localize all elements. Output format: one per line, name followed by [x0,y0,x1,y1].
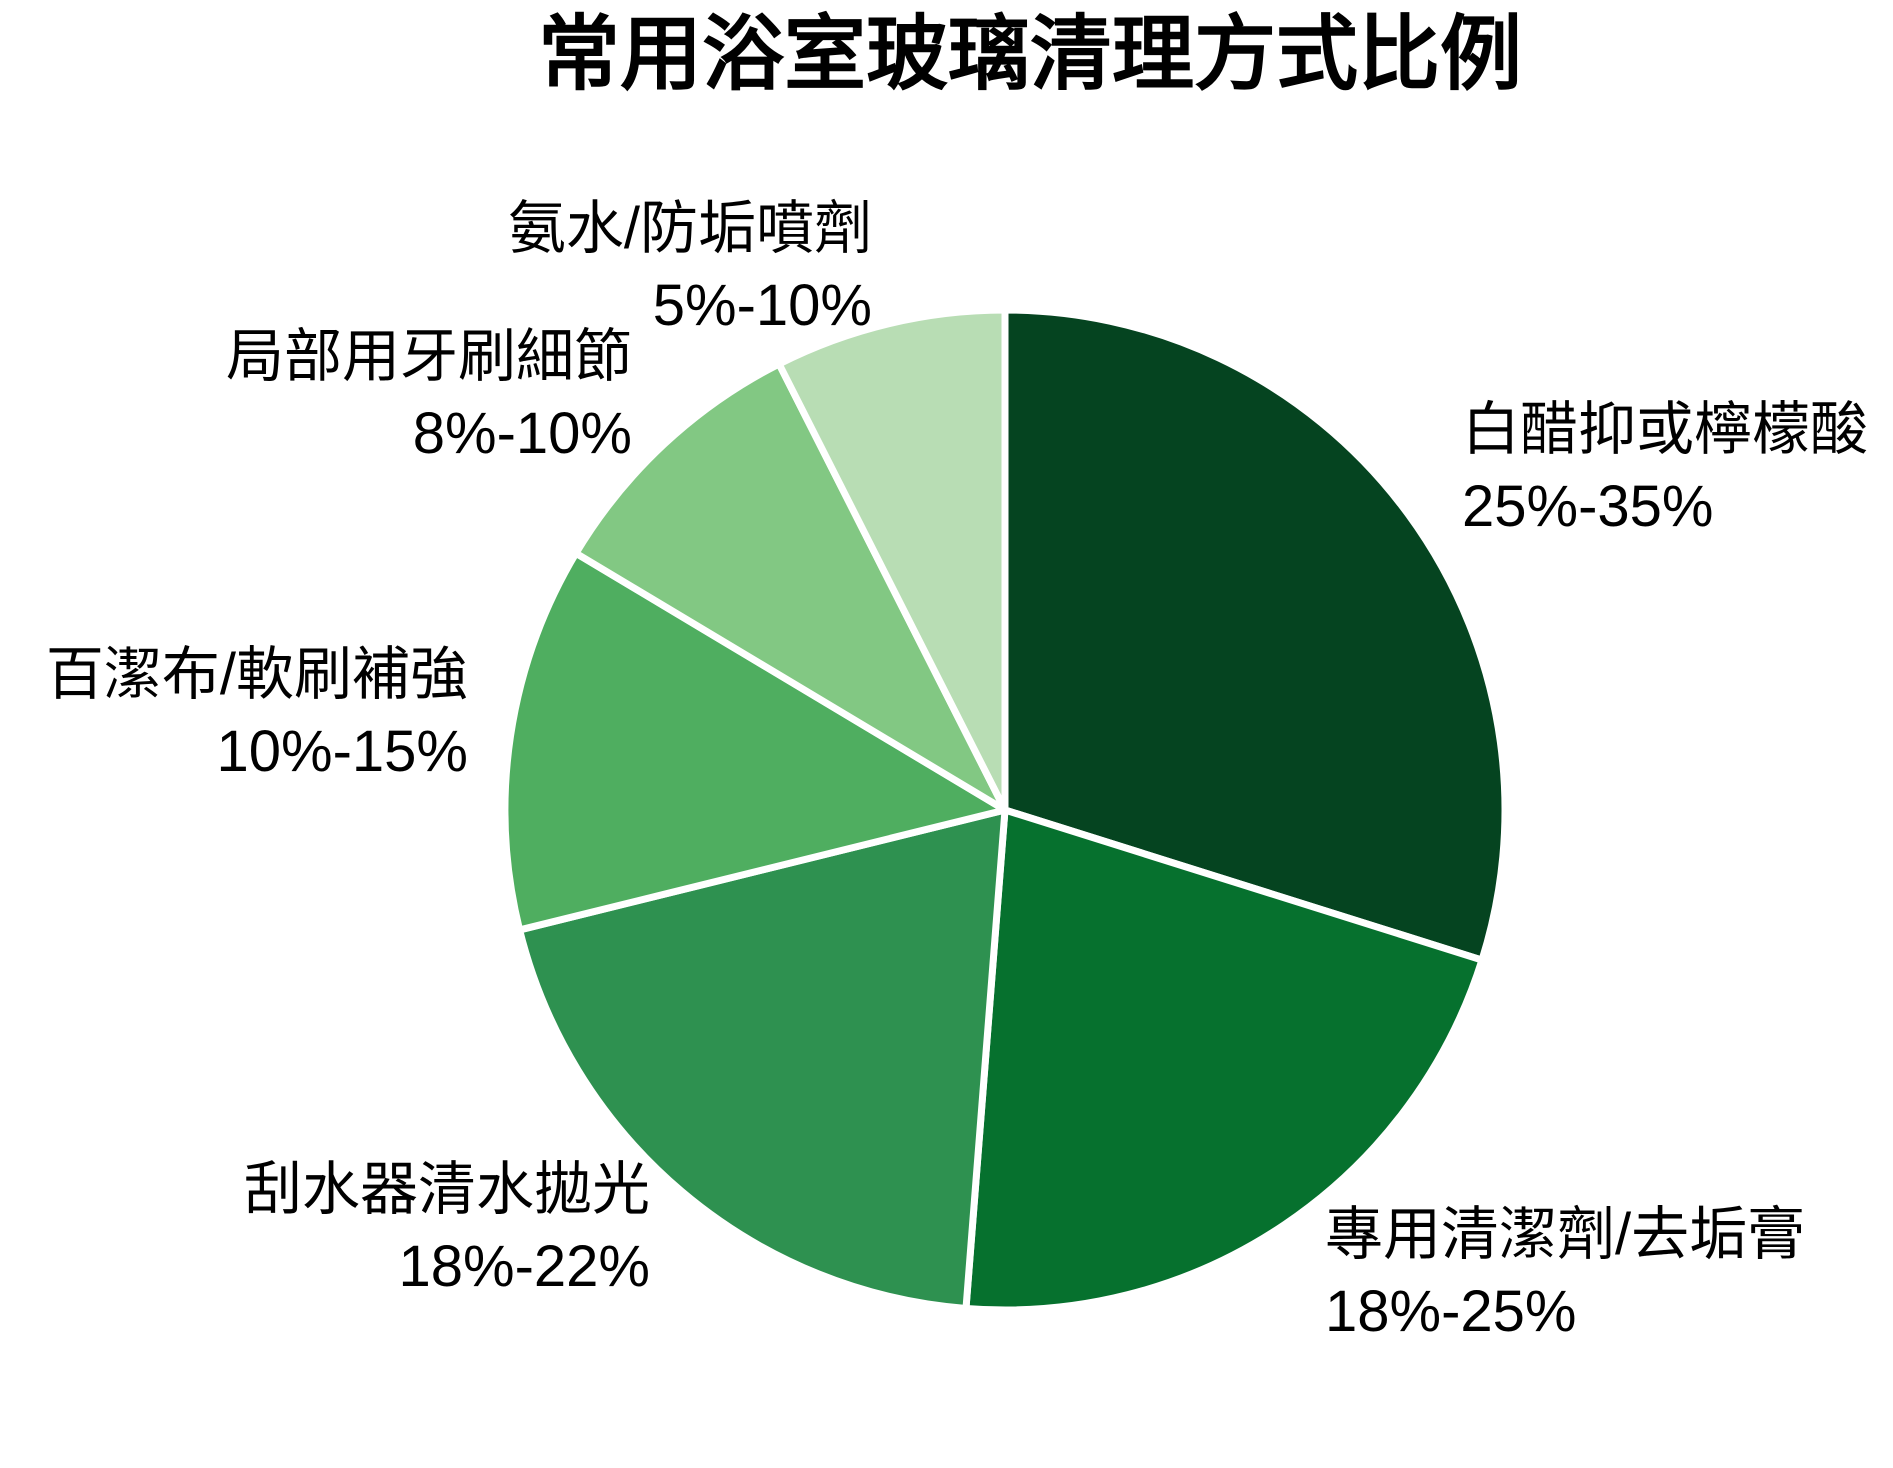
slice-value-text: 18%-25% [1325,1279,1577,1344]
slice-label-text: 專用清潔劑/去垢膏 [1325,1202,1806,1267]
slice-value-text: 18%-22% [398,1234,650,1299]
slice-value-text: 8%-10% [412,401,632,466]
pie-slice-2 [962,806,1486,1314]
slice-label-text: 局部用牙刷細節 [225,324,632,389]
slice-label-special-cleaner: 專用清潔劑/去垢膏 18%-25% [1325,1196,1805,1350]
slice-value-text: 5%-10% [652,273,872,338]
slice-label-ammonia-spray: 氨水/防垢噴劑 5%-10% [508,190,872,344]
slice-label-text: 百潔布/軟刷補強 [45,642,468,707]
slice-label-vinegar-citric: 白醋抑或檸檬酸 25%-35% [1462,391,1868,545]
pie-slice-3 [516,806,1009,1312]
pie-slice-1 [1001,306,1509,964]
pie-slice-4 [501,549,1009,934]
slice-value-text: 10%-15% [216,719,468,784]
slice-label-text: 刮水器清水拋光 [243,1157,650,1222]
pie-chart [495,300,1515,1320]
slice-label-toothbrush-detail: 局部用牙刷細節 8%-10% [226,318,632,472]
slice-label-text: 白醋抑或檸檬酸 [1462,397,1869,462]
chart-title: 常用浴室玻璃清理方式比例 [537,9,1523,100]
pie-chart-svg [501,306,1509,1314]
pie-slice-6 [775,306,1009,814]
slice-label-squeegee-polish: 刮水器清水拋光 18%-22% [244,1151,650,1305]
slice-value-text: 25%-35% [1462,474,1714,539]
pie-slice-5 [572,360,1009,814]
slice-label-scrub-pad: 百潔布/軟刷補強 10%-15% [46,636,468,790]
slice-label-text: 氨水/防垢噴劑 [507,196,872,261]
